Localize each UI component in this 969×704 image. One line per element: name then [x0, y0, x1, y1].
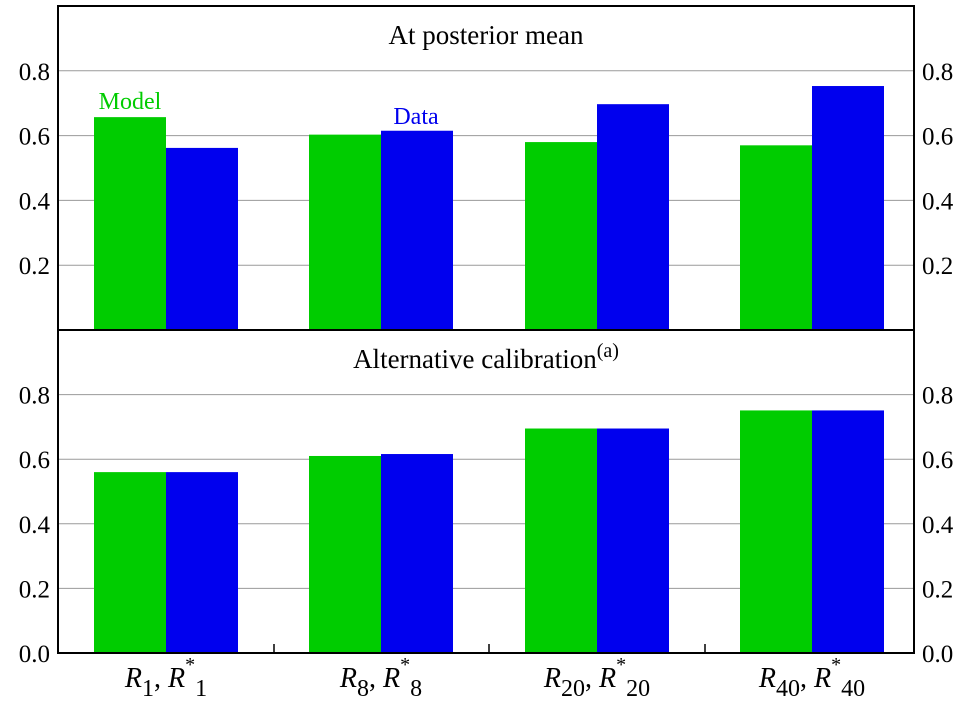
panel-title-text: Alternative calibration [353, 344, 597, 374]
y-tick-label-right: 0.8 [922, 383, 953, 410]
y-tick-label-right: 0.2 [922, 576, 953, 603]
x-category-label-part: , [154, 663, 168, 694]
y-tick-label-left: 0.2 [19, 253, 50, 280]
y-tick-label-left: 0.2 [19, 576, 50, 603]
frame-layer [57, 5, 915, 654]
y-tick-label-left: 0.8 [19, 383, 50, 410]
x-category-label-part: , [585, 663, 599, 694]
x-category-label-part: R [543, 663, 561, 694]
panel-title: At posterior mean [389, 20, 584, 50]
model-bar [94, 117, 166, 330]
x-category-label: R1, R*1 [124, 654, 207, 702]
model-bar [94, 472, 166, 653]
x-category-label-part: 20 [561, 676, 585, 702]
y-tick-label-left: 0.6 [19, 447, 50, 474]
data-bar [166, 472, 238, 653]
panel-title-text: At posterior mean [389, 20, 584, 50]
y-tick-label-left: 0.0 [19, 641, 50, 668]
model-bar [740, 410, 812, 653]
x-category-label-part: R [758, 663, 776, 694]
x-category-label-part: R [598, 663, 616, 694]
panel-title-superscript: (a) [597, 340, 619, 362]
data-bar [381, 454, 453, 653]
x-category-label-part: * [616, 654, 626, 676]
bars-layer [94, 86, 884, 653]
y-tick-label-right: 0.4 [922, 512, 954, 539]
y-tick-label-right: 0.4 [922, 188, 954, 215]
y-tick-label-left: 0.4 [19, 188, 51, 215]
data-bar [812, 86, 884, 330]
data-bar [381, 130, 453, 330]
y-tick-label-right: 0.2 [922, 253, 953, 280]
x-category-label-part: R [124, 663, 142, 694]
x-category-label-part: R [382, 663, 400, 694]
x-category-label-part: 1 [195, 676, 207, 702]
model-bar [309, 455, 381, 653]
x-category-label-part: * [400, 654, 410, 676]
y-tick-label-right: 0.8 [922, 59, 953, 86]
x-category-label-part: 8 [357, 676, 369, 702]
x-category-label-part: 20 [626, 676, 650, 702]
x-category-label-part: R [167, 663, 185, 694]
x-category-label: R20, R*20 [543, 654, 650, 702]
y-tick-label-left: 0.4 [19, 512, 51, 539]
y-tick-label-left: 0.6 [19, 124, 50, 151]
y-tick-label-left: 0.8 [19, 59, 50, 86]
x-category-label-part: 40 [841, 676, 865, 702]
legend-label-data: Data [393, 104, 439, 130]
x-category-label-part: , [800, 663, 814, 694]
model-bar [740, 145, 812, 330]
x-category-label: R40, R*40 [758, 654, 865, 702]
x-category-label-part: R [339, 663, 357, 694]
y-tick-label-right: 0.6 [922, 124, 953, 151]
data-bar [166, 147, 238, 330]
model-bar [309, 134, 381, 330]
x-category-label-part: * [185, 654, 195, 676]
x-category-label-part: 40 [776, 676, 800, 702]
data-bar [812, 410, 884, 653]
x-category-label: R8, R*8 [339, 654, 422, 702]
y-tick-label-right: 0.6 [922, 447, 953, 474]
x-category-label-part: 8 [410, 676, 422, 702]
data-bar [597, 428, 669, 653]
x-category-label-part: , [369, 663, 383, 694]
legend-label-model: Model [99, 89, 162, 115]
data-bar [597, 104, 669, 330]
x-category-label-part: * [831, 654, 841, 676]
model-bar [525, 142, 597, 330]
x-category-label-part: 1 [142, 676, 154, 702]
model-bar [525, 428, 597, 653]
x-category-label-part: R [813, 663, 831, 694]
text-layer: 0.2 0.2 0.4 0.4 0.6 0.6 0.8 0.8 At posterior mea… [19, 20, 954, 702]
panel-title: Alternative calibration(a) [353, 340, 619, 374]
y-tick-label-right: 0.0 [922, 641, 953, 668]
